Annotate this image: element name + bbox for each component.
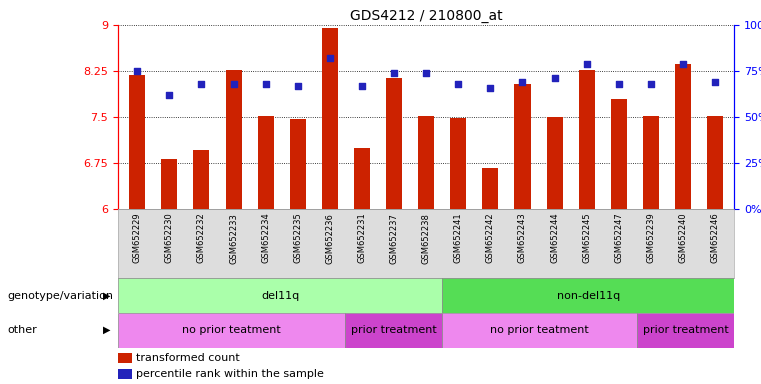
Bar — [514, 84, 530, 209]
Bar — [546, 117, 562, 209]
Text: GSM652232: GSM652232 — [197, 213, 206, 263]
Text: del11q: del11q — [261, 291, 299, 301]
Text: no prior teatment: no prior teatment — [490, 325, 589, 335]
Point — [260, 81, 272, 87]
Text: other: other — [8, 325, 37, 335]
Bar — [418, 116, 435, 209]
Point — [291, 83, 304, 89]
Text: GSM652237: GSM652237 — [390, 213, 399, 263]
Bar — [322, 28, 338, 209]
Bar — [675, 64, 691, 209]
Bar — [225, 70, 241, 209]
Bar — [345, 313, 442, 348]
Point — [196, 81, 208, 87]
Bar — [386, 78, 402, 209]
Bar — [118, 313, 345, 348]
Text: GSM652241: GSM652241 — [454, 213, 463, 263]
Text: GSM652238: GSM652238 — [422, 213, 431, 263]
Text: GSM652230: GSM652230 — [165, 213, 174, 263]
Point — [549, 75, 561, 81]
Text: percentile rank within the sample: percentile rank within the sample — [136, 369, 324, 379]
Text: GSM652233: GSM652233 — [229, 213, 238, 263]
Bar — [161, 159, 177, 209]
Point — [131, 68, 143, 74]
Point — [228, 81, 240, 87]
Bar — [258, 116, 274, 209]
Text: ▶: ▶ — [103, 291, 110, 301]
Text: GSM652229: GSM652229 — [132, 213, 142, 263]
Text: genotype/variation: genotype/variation — [8, 291, 113, 301]
Point — [613, 81, 625, 87]
Bar — [482, 167, 498, 209]
Text: GSM652246: GSM652246 — [711, 213, 720, 263]
Text: ▶: ▶ — [103, 325, 110, 335]
Bar — [118, 369, 132, 379]
Point — [709, 79, 721, 85]
Text: GSM652245: GSM652245 — [582, 213, 591, 263]
Bar — [643, 116, 659, 209]
Point — [645, 81, 657, 87]
Point — [581, 61, 593, 67]
Text: GSM652242: GSM652242 — [486, 213, 495, 263]
Bar — [193, 150, 209, 209]
Text: non-del11q: non-del11q — [557, 291, 620, 301]
Point — [517, 79, 529, 85]
Text: GSM652240: GSM652240 — [679, 213, 687, 263]
Text: GSM652235: GSM652235 — [293, 213, 302, 263]
Point — [356, 83, 368, 89]
Bar — [442, 278, 734, 313]
Text: prior treatment: prior treatment — [351, 325, 437, 335]
Bar — [118, 278, 442, 313]
Point — [388, 70, 400, 76]
Point — [484, 84, 496, 91]
Text: GSM652236: GSM652236 — [326, 213, 334, 263]
Bar — [451, 118, 466, 209]
Point — [420, 70, 432, 76]
Point — [163, 92, 175, 98]
Bar — [611, 99, 627, 209]
Bar — [578, 70, 594, 209]
Point — [452, 81, 464, 87]
Text: transformed count: transformed count — [136, 353, 240, 363]
Bar — [118, 353, 132, 363]
Point — [323, 55, 336, 61]
Text: GSM652234: GSM652234 — [261, 213, 270, 263]
Title: GDS4212 / 210800_at: GDS4212 / 210800_at — [350, 8, 502, 23]
Text: GSM652231: GSM652231 — [358, 213, 367, 263]
Bar — [442, 313, 637, 348]
Text: prior treatment: prior treatment — [643, 325, 728, 335]
Text: GSM652247: GSM652247 — [614, 213, 623, 263]
Bar — [290, 119, 306, 209]
Bar — [129, 75, 145, 209]
Point — [677, 61, 689, 67]
Text: GSM652244: GSM652244 — [550, 213, 559, 263]
Text: GSM652239: GSM652239 — [646, 213, 655, 263]
Bar — [707, 116, 723, 209]
Bar — [637, 313, 734, 348]
Text: GSM652243: GSM652243 — [518, 213, 527, 263]
Text: no prior teatment: no prior teatment — [182, 325, 281, 335]
Bar — [354, 148, 370, 209]
